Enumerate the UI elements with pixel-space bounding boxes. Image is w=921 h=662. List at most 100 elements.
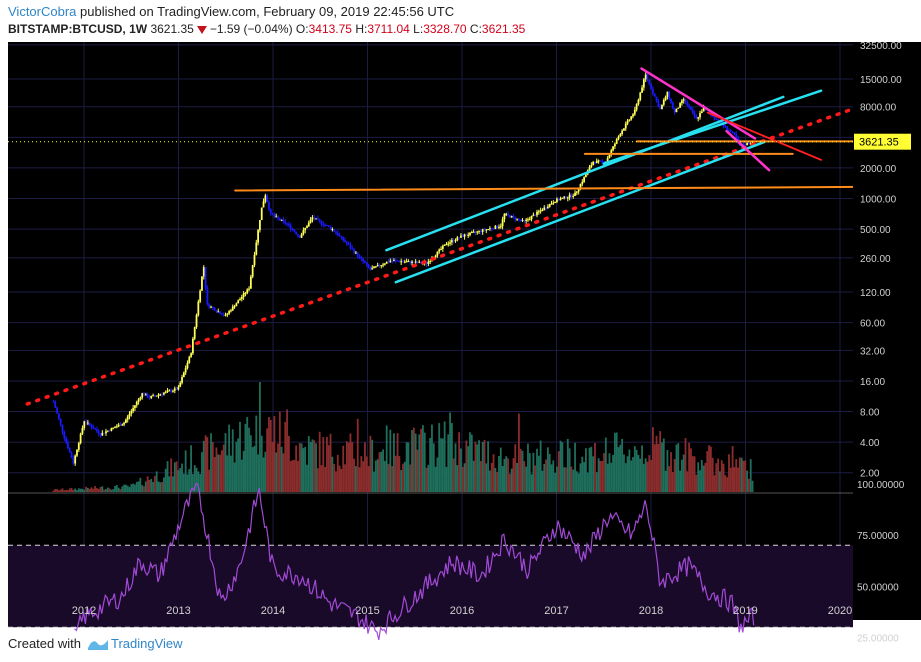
volume-bar xyxy=(536,448,538,492)
volume-bar xyxy=(255,415,258,492)
candle-body xyxy=(371,268,374,270)
volume-bar xyxy=(177,470,180,492)
volume-bar xyxy=(431,424,433,492)
volume-bar xyxy=(617,447,620,492)
volume-bar xyxy=(385,425,388,492)
time-axis-tick-label: 2015 xyxy=(355,605,379,617)
price-axis-tick-label: 60.00 xyxy=(860,319,885,330)
candle-body xyxy=(603,161,605,163)
volume-bar xyxy=(724,475,727,492)
candle-body xyxy=(543,207,546,211)
volume-bar xyxy=(572,469,575,492)
tradingview-brand-link[interactable]: TradingView xyxy=(110,636,183,651)
candle-body xyxy=(537,211,540,213)
volume-bar xyxy=(675,444,678,492)
candle-body xyxy=(302,230,305,235)
volume-bar xyxy=(425,467,428,492)
candle-body xyxy=(728,129,730,131)
author-link[interactable]: VictorCobra xyxy=(8,4,77,19)
volume-bar xyxy=(537,455,540,492)
candle-body xyxy=(539,210,542,212)
volume-bar xyxy=(208,469,211,492)
volume-bar xyxy=(583,462,585,492)
candle-body xyxy=(391,260,394,262)
candle-body xyxy=(592,161,595,166)
volume-bar xyxy=(412,427,415,492)
volume-bar xyxy=(398,456,401,492)
candle-body xyxy=(541,210,544,212)
candle-body xyxy=(545,207,547,209)
volume-bar xyxy=(202,440,205,492)
volume-bar xyxy=(476,444,479,492)
candle-body xyxy=(117,424,120,427)
candle-body xyxy=(682,99,685,101)
candle-body xyxy=(565,196,567,199)
candle-body xyxy=(215,310,218,312)
candle-body xyxy=(485,229,488,231)
candle-body xyxy=(264,195,267,202)
candle-body xyxy=(599,160,602,162)
candle-body xyxy=(342,236,345,241)
volume-bar xyxy=(353,458,355,492)
price-axis-tick-label: 16.00 xyxy=(860,377,885,388)
volume-bar xyxy=(193,465,196,492)
volume-bar xyxy=(228,424,231,492)
candle-body xyxy=(63,431,66,438)
candle-body xyxy=(465,234,468,236)
volume-bar xyxy=(65,489,68,492)
candle-body xyxy=(311,217,314,220)
volume-bar xyxy=(231,429,234,492)
candle-body xyxy=(83,421,86,428)
volume-bar xyxy=(642,463,645,492)
volume-bar xyxy=(653,444,656,492)
volume-bar xyxy=(740,457,743,492)
volume-bar xyxy=(123,484,125,492)
volume-bar xyxy=(153,476,156,492)
candle-body xyxy=(443,244,446,246)
volume-bar xyxy=(539,440,542,492)
candle-body xyxy=(693,112,696,117)
candle-body xyxy=(164,391,167,393)
volume-bar xyxy=(300,443,303,492)
candle-body xyxy=(677,107,680,109)
candle-body xyxy=(389,260,392,262)
candle-body xyxy=(594,161,596,164)
volume-bar xyxy=(374,460,377,492)
volume-bar xyxy=(291,460,294,492)
candle-body xyxy=(383,263,386,265)
candle-body xyxy=(307,222,310,227)
low-value: 3328.70 xyxy=(423,22,467,36)
volume-bar xyxy=(586,472,589,492)
candle-body xyxy=(699,113,701,118)
volume-bar xyxy=(278,411,281,492)
candle-body xyxy=(246,289,249,294)
time-axis-tick-label: 2014 xyxy=(261,605,285,617)
candle-body xyxy=(673,108,676,113)
candle-body xyxy=(613,143,616,147)
volume-bar xyxy=(56,489,58,492)
candle-body xyxy=(320,221,323,224)
candle-body xyxy=(333,229,336,232)
volume-bar xyxy=(590,446,593,492)
candle-body xyxy=(186,362,189,369)
candle-body xyxy=(469,232,471,235)
last-price: 3621.35 xyxy=(150,22,194,36)
high-label: H: xyxy=(355,22,368,36)
candle-body xyxy=(566,197,569,199)
volume-bar xyxy=(367,466,370,492)
down-arrow-icon xyxy=(196,25,207,34)
candle-body xyxy=(648,79,651,84)
candle-body xyxy=(52,401,55,403)
volume-bar xyxy=(441,438,444,492)
volume-bar xyxy=(338,465,341,492)
volume-bar xyxy=(662,438,665,492)
candle-body xyxy=(427,261,430,265)
volume-bar xyxy=(286,409,288,492)
candle-body xyxy=(331,229,334,231)
volume-bar xyxy=(474,441,477,492)
volume-bar xyxy=(402,463,404,492)
candle-body xyxy=(411,261,413,264)
volume-bar xyxy=(190,445,192,492)
volume-bar xyxy=(217,454,220,492)
